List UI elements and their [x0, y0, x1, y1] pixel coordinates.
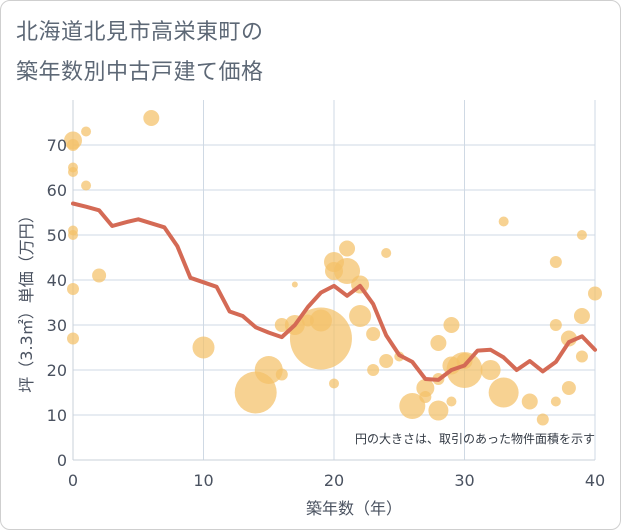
bubble-point: [446, 352, 483, 388]
y-tick-label: 70: [47, 136, 67, 155]
bubble-point: [443, 317, 460, 333]
y-tick-label: 50: [47, 226, 67, 245]
bubble-point: [67, 332, 79, 345]
bubble-point: [521, 393, 538, 410]
y-tick-label: 40: [47, 271, 67, 290]
bubble-point: [289, 307, 352, 370]
bubble-point: [576, 230, 587, 240]
bubble-point: [291, 281, 298, 288]
bubble-point: [588, 286, 602, 301]
bubble-point: [549, 256, 562, 268]
size-legend-note: 円の大きさは、取引のあった物件面積を示す: [355, 431, 595, 446]
bubble-series: [64, 110, 602, 426]
bubble-point: [334, 258, 361, 284]
bubble-point: [68, 167, 78, 177]
bubble-point: [498, 216, 509, 227]
bubble-point: [446, 396, 457, 407]
bubble-point: [339, 240, 356, 257]
bubble-point: [309, 309, 332, 332]
x-axis-title: 築年数（年）: [306, 499, 402, 518]
bubble-point: [192, 336, 215, 359]
x-tick-label: 30: [454, 471, 474, 490]
bubble-point: [480, 360, 501, 380]
bubble-point: [81, 126, 92, 137]
bubble-point: [399, 393, 426, 419]
chart-title-line2: 築年数別中古戸建て価格: [16, 60, 264, 85]
bubble-point: [549, 319, 562, 331]
bubble-point: [67, 139, 79, 151]
y-tick-label: 0: [57, 451, 67, 470]
bubble-point: [428, 400, 449, 421]
bubble-point: [143, 110, 160, 126]
bubble-point: [536, 413, 549, 426]
bubble-point: [561, 381, 576, 395]
bubble-point: [488, 377, 519, 408]
bubble-point: [430, 335, 447, 351]
y-tick-label: 30: [47, 316, 67, 335]
x-tick-label: 20: [324, 471, 344, 490]
bubble-point: [92, 268, 107, 283]
y-tick-label: 60: [47, 181, 67, 200]
y-tick-label: 10: [47, 406, 67, 425]
axis-ticks: 0 10 20 30 40 0 10 20 30 40 50 60 70: [47, 136, 606, 490]
bubble-point: [550, 396, 561, 407]
trend-line: [71, 201, 597, 382]
bubble-point: [575, 350, 588, 363]
bubble-point: [381, 248, 392, 258]
y-axis-title: 坪（3.3㎡）単価（万円）: [17, 207, 36, 392]
bubble-point: [254, 356, 283, 384]
bubble-point: [67, 283, 79, 295]
chart-title-line1: 北海道北見市高栄東町の: [16, 20, 264, 45]
bubble-point: [367, 364, 380, 376]
bubble-point: [379, 354, 394, 368]
bubble-point: [349, 305, 372, 327]
bubble-point: [274, 318, 289, 332]
bubble-point: [68, 230, 78, 240]
y-tick-label: 20: [47, 361, 67, 380]
grid: [72, 100, 596, 461]
bubble-point: [573, 308, 590, 324]
bubble-point: [366, 327, 381, 341]
x-tick-label: 40: [585, 471, 605, 490]
x-tick-label: 0: [68, 471, 78, 490]
bubble-point: [81, 180, 92, 191]
x-tick-label: 10: [193, 471, 213, 490]
trend-line-path: [71, 201, 597, 382]
bubble-point: [416, 379, 435, 397]
bubble-point: [419, 391, 432, 403]
bubble-point: [275, 368, 288, 381]
bubble-point: [329, 378, 339, 389]
